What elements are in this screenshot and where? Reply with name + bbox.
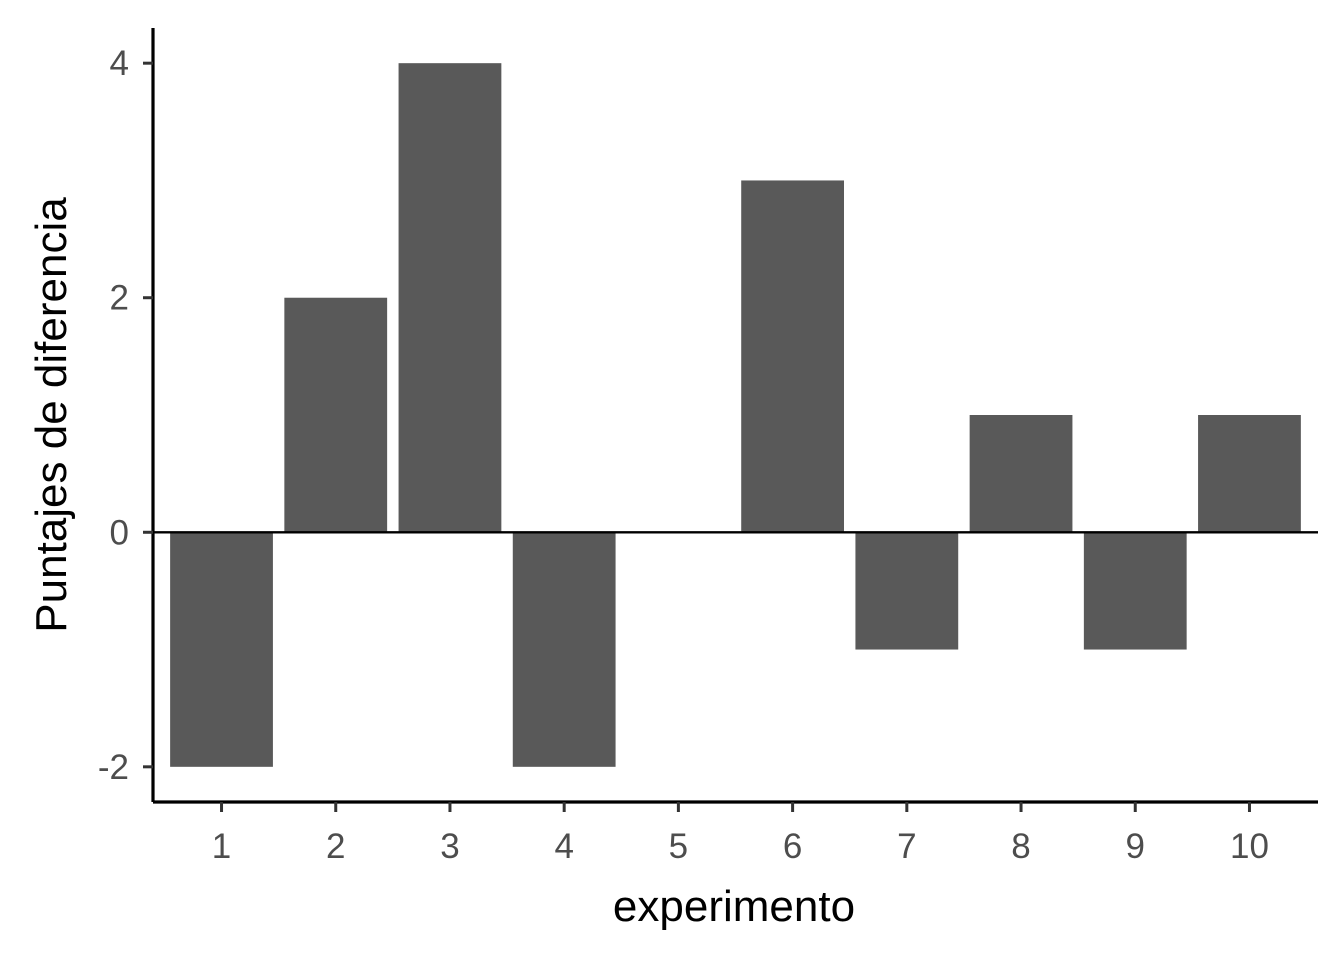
x-tick-label: 10 bbox=[1230, 827, 1269, 866]
x-tick-label: 1 bbox=[212, 827, 231, 866]
bar-2 bbox=[284, 297, 388, 533]
bar-4 bbox=[512, 532, 616, 767]
bar-8 bbox=[969, 415, 1073, 533]
x-tick-label: 7 bbox=[897, 827, 916, 866]
y-tick-label: 0 bbox=[110, 513, 129, 552]
y-tick-label: 4 bbox=[110, 44, 129, 83]
bar-10 bbox=[1198, 415, 1301, 533]
bar-1 bbox=[170, 532, 273, 767]
x-tick-label: 6 bbox=[783, 827, 802, 866]
x-axis-title: experimento bbox=[613, 882, 855, 931]
y-tick-label: -2 bbox=[98, 748, 129, 787]
bar-3 bbox=[398, 63, 502, 533]
x-tick-label: 9 bbox=[1126, 827, 1145, 866]
bars-group bbox=[170, 63, 1301, 767]
bar-9 bbox=[1083, 532, 1187, 650]
x-tick-label: 2 bbox=[326, 827, 345, 866]
y-tick-label: 2 bbox=[110, 279, 129, 318]
x-tick-label: 4 bbox=[554, 827, 573, 866]
bar-7 bbox=[855, 532, 959, 650]
x-tick-label: 5 bbox=[669, 827, 688, 866]
x-tick-label: 8 bbox=[1011, 827, 1030, 866]
x-tick-label: 3 bbox=[440, 827, 459, 866]
y-axis-title: Puntajes de diferencia bbox=[27, 197, 76, 633]
y-axis-ticks: -2 0 2 4 bbox=[98, 44, 153, 787]
x-axis-ticks: 1 2 3 4 5 6 7 8 9 10 bbox=[212, 802, 1269, 866]
bar-6 bbox=[741, 180, 844, 533]
